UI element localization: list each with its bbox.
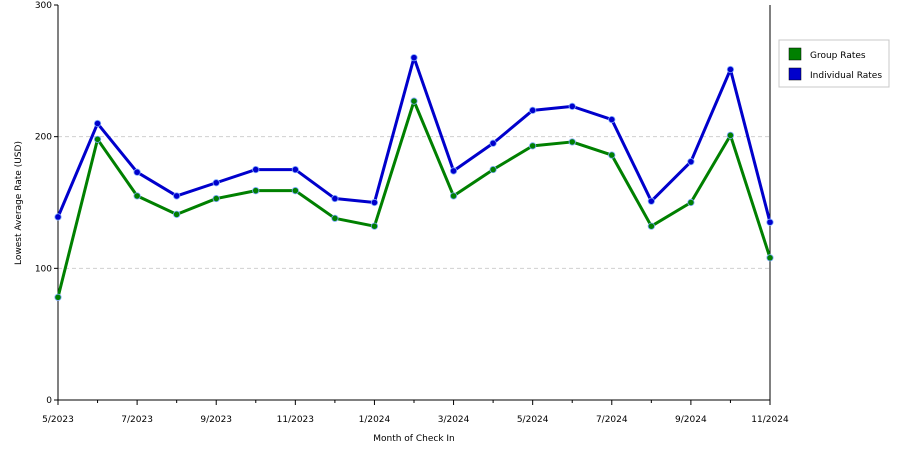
legend-label-group-rates: Group Rates [810, 51, 866, 61]
group-rates-point [93, 135, 102, 143]
individual-rates-point [529, 106, 537, 114]
x-tick-label: 5/2023 [42, 415, 74, 425]
x-tick-label: 7/2023 [121, 415, 153, 425]
individual-rates-point [212, 179, 220, 187]
group-rates-point [766, 254, 774, 262]
group-rates-point [449, 192, 458, 200]
y-tick-label: 0 [46, 396, 52, 406]
individual-rates-point [93, 119, 102, 128]
individual-rates-point [647, 197, 655, 205]
group-rates-point [529, 142, 537, 150]
axes: 0 100 200 300 5/2023 7/2023 9/2023 11/2023 1/202… [35, 1, 789, 425]
legend-label-individual-rates: Individual Rates [810, 71, 882, 81]
individual-rates-point [54, 213, 62, 221]
group-rates-point [370, 222, 379, 230]
group-rates-point [212, 194, 220, 203]
group-rates-point [647, 222, 655, 230]
x-tick-label: 11/2023 [277, 415, 314, 425]
x-tick-label: 3/2024 [438, 415, 470, 425]
group-rates-point [608, 151, 616, 159]
individual-rates-point [252, 165, 260, 174]
group-rates-point [54, 293, 62, 301]
group-rates-point [687, 198, 695, 207]
legend: Group Rates Individual Rates [778, 39, 890, 88]
group-rates-point [410, 97, 418, 105]
individual-rates-point [449, 167, 458, 175]
individual-rates-point [489, 139, 497, 147]
y-tick-label: 100 [35, 264, 52, 274]
individual-rates-point [608, 115, 616, 124]
individual-rates-point [291, 165, 299, 174]
individual-rates-point [133, 168, 141, 176]
individual-rates-point [687, 158, 695, 166]
x-tick-label: 9/2023 [200, 415, 232, 425]
series [54, 54, 774, 301]
group-rates-point [173, 210, 181, 218]
x-tick-label: 11/2024 [751, 415, 789, 425]
individual-rates-point [173, 192, 181, 200]
y-tick-label: 300 [35, 1, 52, 11]
x-axis-title: Month of Check In [373, 434, 455, 444]
legend-swatch-group-rates [788, 47, 802, 61]
group-rates-point [331, 214, 339, 222]
group-rates-point [568, 138, 576, 146]
y-tick-label: 200 [35, 133, 52, 143]
x-tick-label: 1/2024 [359, 415, 391, 425]
y-axis-title: Lowest Average Rate (USD) [14, 141, 24, 265]
x-tick-label: 7/2024 [596, 415, 628, 425]
x-tick-label: 5/2024 [517, 415, 549, 425]
individual-rates-point [370, 198, 379, 207]
individual-rates-point [726, 65, 735, 74]
individual-rates-point [331, 194, 339, 203]
group-rates-point [489, 165, 497, 174]
individual-rates-point [766, 218, 774, 226]
legend-swatch-individual-rates [788, 67, 802, 81]
group-rates-point [133, 192, 141, 200]
group-rates-point [291, 187, 299, 195]
individual-rates-point [568, 102, 576, 110]
group-rates-point [252, 187, 260, 195]
group-rates-point [726, 131, 735, 139]
individual-rates-point [410, 54, 418, 62]
x-tick-label: 9/2024 [675, 415, 707, 425]
